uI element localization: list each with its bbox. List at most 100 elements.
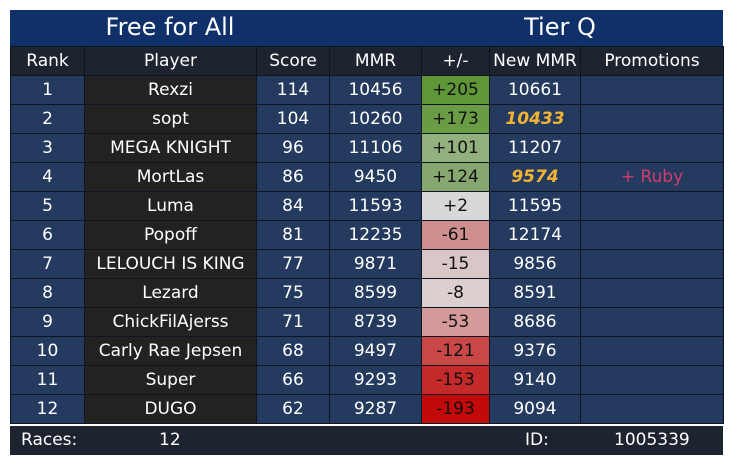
delta-cell: -53 [421,307,490,337]
col-header-delta: +/- [421,46,490,76]
player-cell: LELOUCH IS KING [84,249,257,279]
delta-cell: -121 [421,336,490,366]
promotion-cell: + Ruby [580,162,724,192]
new-mmr-cell: 11207 [489,133,581,163]
new-mmr-cell: 10661 [489,75,581,105]
table-row: 4 MortLas 86 9450 +124 9574 + Ruby [10,162,724,192]
table-row: 6 Popoff 81 12235 -61 12174 [10,220,724,250]
rank-cell: 1 [10,75,85,105]
score-cell: 77 [256,249,330,279]
table-row: 1 Rexzi 114 10456 +205 10661 [10,75,724,105]
new-mmr-cell: 11595 [489,191,581,221]
results-card: Free for All Tier Q Rank Player Score MM… [10,10,724,455]
player-cell: Carly Rae Jepsen [84,336,257,366]
score-cell: 75 [256,278,330,308]
promotion-cell [580,394,724,424]
mmr-cell: 11106 [329,133,422,163]
mmr-cell: 10456 [329,75,422,105]
new-mmr-cell: 8591 [489,278,581,308]
score-cell: 96 [256,133,330,163]
delta-cell: -15 [421,249,490,279]
rank-cell: 2 [10,104,85,134]
table-row: 10 Carly Rae Jepsen 68 9497 -121 9376 [10,336,724,366]
score-cell: 71 [256,307,330,337]
promotion-cell [580,191,724,221]
score-cell: 114 [256,75,330,105]
rank-cell: 11 [10,365,85,395]
mmr-cell: 9293 [329,365,422,395]
rank-cell: 9 [10,307,85,337]
player-cell: DUGO [84,394,257,424]
player-cell: Luma [84,191,257,221]
delta-cell: +124 [421,162,490,192]
table-row: 3 MEGA KNIGHT 96 11106 +101 11207 [10,133,724,163]
mmr-cell: 9287 [329,394,422,424]
rank-cell: 12 [10,394,85,424]
score-cell: 68 [256,336,330,366]
delta-cell: +205 [421,75,490,105]
player-cell: ChickFilAjerss [84,307,257,337]
promotion-cell [580,75,724,105]
rank-cell: 10 [10,336,85,366]
col-header-promotions: Promotions [580,46,724,76]
mmr-cell: 9871 [329,249,422,279]
col-header-player: Player [84,46,257,76]
new-mmr-cell: 8686 [489,307,581,337]
delta-cell: +173 [421,104,490,134]
delta-cell: -61 [421,220,490,250]
player-cell: Lezard [84,278,257,308]
rank-cell: 3 [10,133,85,163]
new-mmr-cell: 9094 [489,394,581,424]
table-row: 8 Lezard 75 8599 -8 8591 [10,278,724,308]
mmr-cell: 9497 [329,336,422,366]
score-cell: 81 [256,220,330,250]
table-row: 11 Super 66 9293 -153 9140 [10,365,724,395]
mmr-cell: 12235 [329,220,422,250]
score-cell: 86 [256,162,330,192]
promotion-cell [580,104,724,134]
delta-cell: -8 [421,278,490,308]
new-mmr-cell: 12174 [489,220,581,250]
table-row: 9 ChickFilAjerss 71 8739 -53 8686 [10,307,724,337]
new-mmr-cell: 9376 [489,336,581,366]
results-table: Rank Player Score MMR +/- New MMR Promot… [10,46,724,424]
rank-cell: 6 [10,220,85,250]
rank-cell: 5 [10,191,85,221]
rank-cell: 8 [10,278,85,308]
col-header-score: Score [256,46,330,76]
score-cell: 104 [256,104,330,134]
id-value: 1005339 [614,430,690,450]
races-label: Races: [21,430,78,450]
table-row: 5 Luma 84 11593 +2 11595 [10,191,724,221]
mmr-cell: 10260 [329,104,422,134]
mmr-cell: 8739 [329,307,422,337]
header-row: Rank Player Score MMR +/- New MMR Promot… [10,46,724,76]
promotion-cell [580,307,724,337]
promotion-cell [580,249,724,279]
mmr-cell: 8599 [329,278,422,308]
promotion-cell [580,365,724,395]
id-label: ID: [525,430,549,450]
table-row: 7 LELOUCH IS KING 77 9871 -15 9856 [10,249,724,279]
footer-bar: Races: 12 ID: 1005339 [10,426,723,455]
col-header-new-mmr: New MMR [489,46,581,76]
player-cell: Rexzi [84,75,257,105]
new-mmr-cell: 9856 [489,249,581,279]
title-bar: Free for All Tier Q [10,10,723,46]
promotion-cell [580,133,724,163]
promotion-cell [580,220,724,250]
table-row: 2 sopt 104 10260 +173 10433 [10,104,724,134]
delta-cell: +2 [421,191,490,221]
new-mmr-cell: 9574 [489,162,581,192]
col-header-mmr: MMR [329,46,422,76]
mode-title: Free for All [105,13,235,41]
score-cell: 66 [256,365,330,395]
player-cell: Super [84,365,257,395]
table-row: 12 DUGO 62 9287 -193 9094 [10,394,724,424]
rank-cell: 4 [10,162,85,192]
delta-cell: -153 [421,365,490,395]
player-cell: MortLas [84,162,257,192]
player-cell: MEGA KNIGHT [84,133,257,163]
tier-title: Tier Q [524,13,596,41]
col-header-rank: Rank [10,46,85,76]
